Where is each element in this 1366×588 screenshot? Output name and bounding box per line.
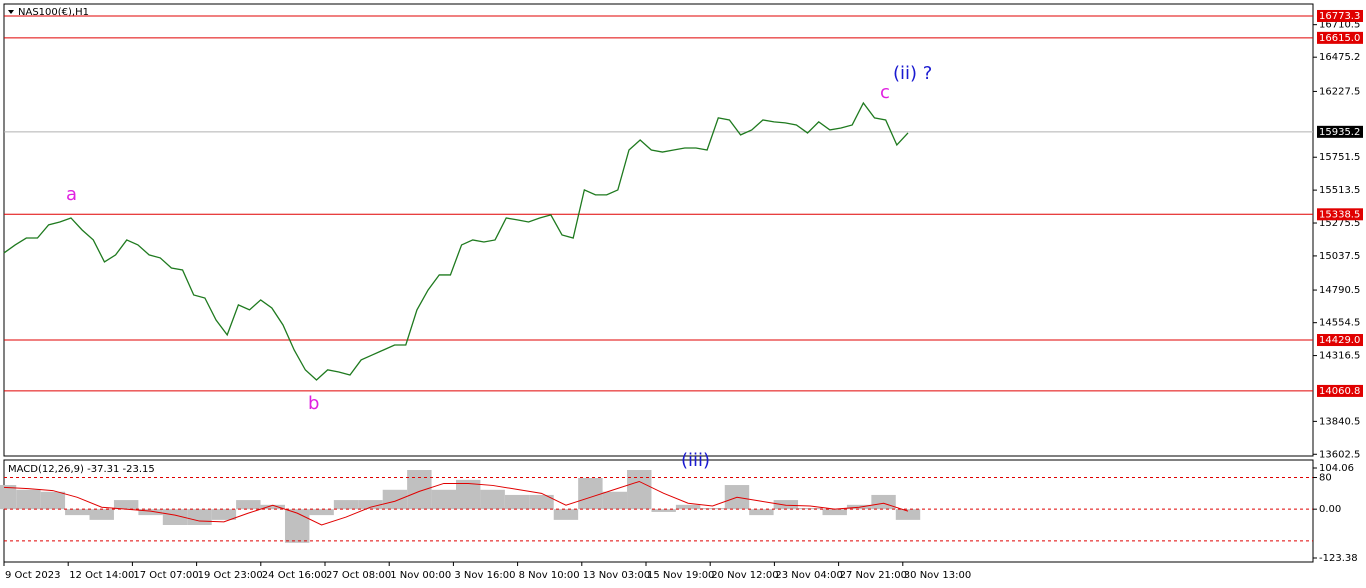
macd-bar — [529, 494, 554, 510]
macd-bar — [480, 489, 505, 510]
y-tick-label: 13602.5 — [1319, 449, 1360, 460]
level-box — [1317, 31, 1363, 44]
wave-label: b — [308, 393, 319, 414]
macd-bar — [602, 491, 628, 510]
x-tick-label: 19 Oct 23:00 — [198, 570, 263, 581]
y-tick-label: 104.06 — [1319, 463, 1354, 474]
x-tick-label: 20 Nov 12:00 — [711, 570, 778, 581]
macd-panel — [3, 459, 1314, 563]
y-tick-label: -123.38 — [1319, 553, 1358, 564]
x-tick-label: 17 Oct 07:00 — [133, 570, 198, 581]
level-box — [1317, 208, 1363, 221]
macd-bar — [284, 509, 310, 543]
macd-bar — [431, 489, 456, 510]
x-tick-label: 3 Nov 16:00 — [454, 570, 515, 581]
macd-bar — [333, 500, 359, 510]
macd-bar — [65, 509, 90, 516]
x-tick-label: 27 Nov 21:00 — [840, 570, 907, 581]
y-tick-label: 13840.5 — [1319, 416, 1360, 427]
x-tick-label: 13 Nov 03:00 — [583, 570, 650, 581]
x-tick-label: 24 Oct 16:00 — [262, 570, 327, 581]
price-box — [1317, 125, 1363, 138]
y-tick-label: 14554.5 — [1319, 318, 1360, 329]
macd-bar — [749, 509, 774, 516]
x-tick-label: 12 Oct 14:00 — [69, 570, 134, 581]
macd-bar — [407, 470, 432, 510]
level-label: 14060.8 — [1319, 386, 1360, 397]
macd-bar — [382, 489, 408, 510]
wave-label: (iii) — [681, 450, 710, 471]
level-label: 16615.0 — [1319, 33, 1360, 44]
macd-bar — [822, 509, 847, 516]
macd-bar — [798, 507, 823, 510]
y-tick-label: 15037.5 — [1319, 251, 1360, 262]
macd-bar — [578, 477, 603, 510]
price-panel — [3, 3, 1314, 457]
signal-line — [3, 480, 909, 526]
price-label: 15935.2 — [1319, 127, 1360, 138]
x-tick-label: 8 Nov 10:00 — [519, 570, 580, 581]
macd-bar — [16, 489, 41, 510]
x-tick-label: 15 Nov 19:00 — [647, 570, 714, 581]
macd-bar — [162, 509, 188, 526]
macd-bar — [309, 509, 334, 516]
y-tick-label: 16710.5 — [1319, 20, 1360, 31]
macd-bar — [773, 500, 799, 510]
chart-title: NAS100(€),H1 — [18, 7, 89, 18]
level-box — [1317, 384, 1363, 397]
wave-label: c — [880, 82, 890, 103]
macd-bar — [504, 494, 530, 510]
macd-bar — [211, 509, 237, 520]
macd-bar — [40, 491, 66, 510]
x-tick-label: 1 Nov 00:00 — [390, 570, 451, 581]
macd-bar — [113, 500, 139, 510]
x-tick-label: 9 Oct 2023 — [5, 570, 60, 581]
macd-bar — [236, 500, 261, 510]
macd-bar — [675, 504, 701, 510]
y-tick-label: 16227.5 — [1319, 86, 1360, 97]
macd-bar — [627, 470, 652, 510]
macd-bar — [553, 509, 579, 520]
macd-bar — [89, 509, 114, 520]
macd-bar — [651, 509, 676, 512]
wave-label: (ii) ? — [893, 63, 932, 84]
macd-bar — [358, 500, 383, 510]
wave-label: a — [66, 184, 77, 205]
x-tick-label: 30 Nov 13:00 — [904, 570, 971, 581]
macd-bar — [138, 509, 163, 516]
y-tick-label: 0.00 — [1319, 504, 1341, 515]
level-box — [1317, 9, 1363, 22]
price-line-series — [3, 101, 909, 381]
y-tick-label: 15513.5 — [1319, 185, 1360, 196]
y-tick-label: 80 — [1319, 473, 1332, 484]
y-tick-label: 15751.5 — [1319, 152, 1360, 163]
macd-bar — [0, 485, 17, 510]
macd-bar — [871, 494, 896, 510]
y-tick-label: 16475.2 — [1319, 52, 1360, 63]
y-tick-label: 14790.5 — [1319, 285, 1360, 296]
x-tick-label: 27 Oct 08:00 — [326, 570, 391, 581]
y-tick-label: 14316.5 — [1319, 351, 1360, 362]
macd-bar — [456, 479, 481, 510]
level-label: 16773.3 — [1319, 11, 1360, 22]
macd-bar — [187, 509, 212, 526]
x-tick-label: 23 Nov 04:00 — [775, 570, 842, 581]
macd-title: MACD(12,26,9) -37.31 -23.15 — [8, 464, 155, 475]
y-tick-label: 15275.5 — [1319, 218, 1360, 229]
level-label: 14429.0 — [1319, 335, 1360, 346]
menu-arrow[interactable] — [8, 10, 14, 14]
level-label: 15338.5 — [1319, 209, 1360, 220]
macd-bar — [895, 509, 921, 520]
macd-bar — [700, 507, 725, 510]
level-box — [1317, 334, 1363, 347]
macd-bar — [260, 504, 285, 510]
